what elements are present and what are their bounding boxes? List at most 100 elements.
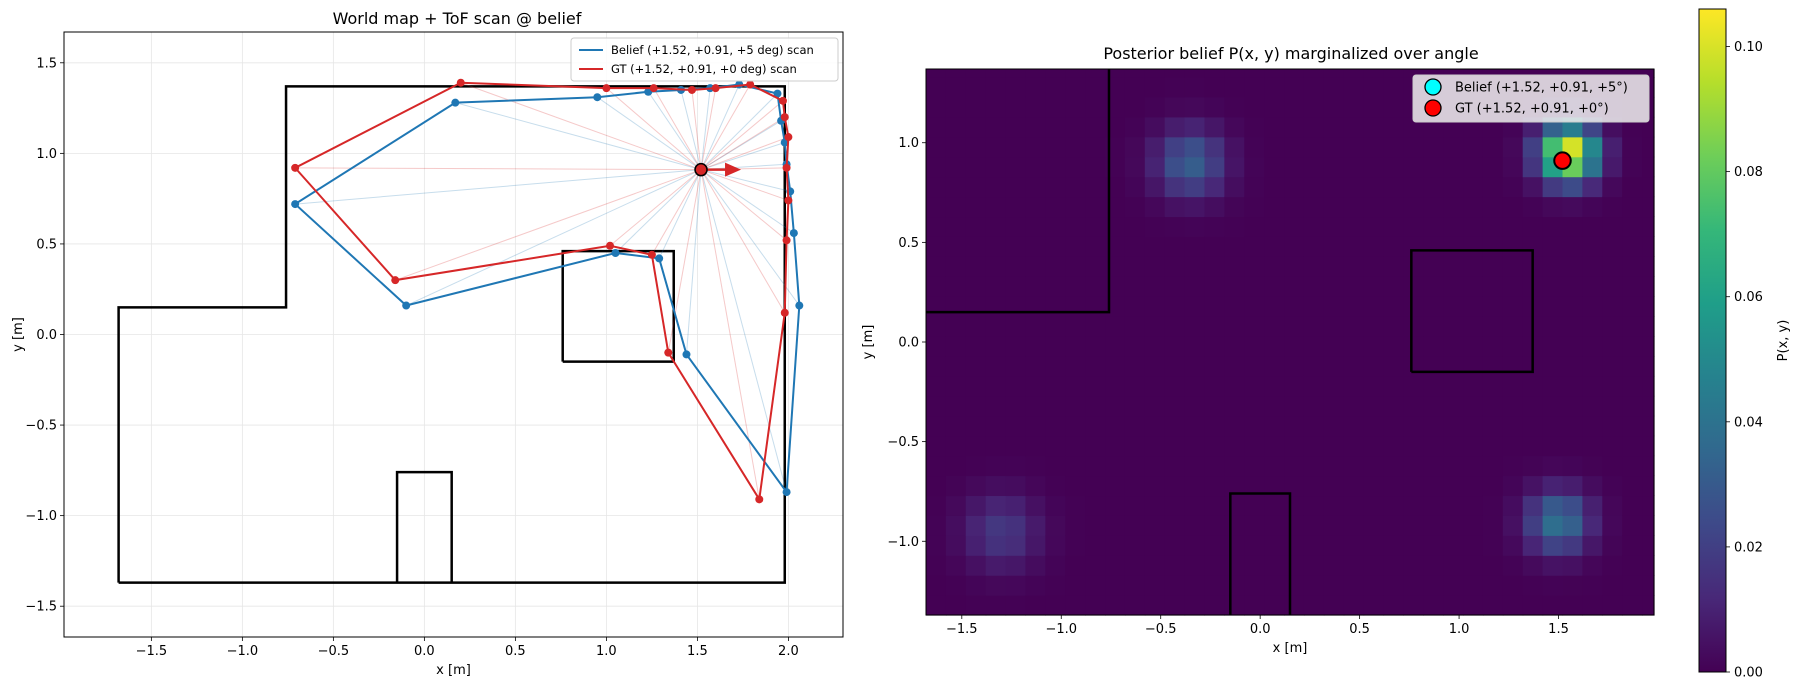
heat-cell (1124, 415, 1146, 437)
heat-cell (1005, 595, 1027, 616)
heat-cell (1383, 336, 1404, 357)
heat-cell (945, 375, 967, 397)
heat-cell (1482, 515, 1504, 536)
heat-cell (1184, 595, 1206, 616)
x-tick-label: 0.0 (1250, 622, 1271, 637)
heat-cell (1025, 535, 1046, 556)
scan-point (784, 196, 793, 205)
heat-cell (1323, 236, 1345, 257)
heat-cell (926, 395, 947, 417)
heat-cell (985, 156, 1007, 178)
heat-cell (1085, 575, 1106, 596)
heat-cell (1065, 216, 1086, 237)
scan-ray (700, 169, 787, 241)
heat-cell (1363, 196, 1385, 218)
x-tick-label: 0.5 (1349, 622, 1370, 637)
heat-cell (1363, 355, 1385, 377)
heat-cell (1184, 296, 1206, 317)
y-tick-label: 0.0 (898, 336, 919, 351)
heat-cell (1383, 96, 1404, 118)
heat-cell (1582, 395, 1603, 417)
y-axis-label: y [m] (11, 317, 26, 352)
heat-cell (1463, 475, 1484, 497)
heat-cell (1562, 276, 1583, 297)
heat-cell (1065, 435, 1086, 457)
heat-cell (1423, 196, 1444, 218)
heat-cell (1284, 136, 1305, 158)
heat-cell (1403, 316, 1424, 337)
heat-cell (1522, 156, 1544, 178)
scan-point (647, 250, 656, 259)
heat-cell (1343, 595, 1365, 616)
heat-cell (1482, 336, 1504, 357)
heat-cell (985, 435, 1007, 457)
heat-cell (1323, 415, 1345, 437)
heat-cell (926, 455, 947, 477)
heat-cell (1204, 316, 1225, 337)
heat-cell (1642, 136, 1655, 158)
heat-cell (1144, 435, 1166, 457)
heat-cell (1303, 96, 1325, 118)
heat-cell (1423, 435, 1444, 457)
heat-cell (1403, 495, 1424, 516)
heat-cell (1343, 475, 1365, 497)
heat-cell (1224, 69, 1245, 78)
scan-point (784, 133, 793, 142)
heat-cell (1463, 216, 1484, 237)
heat-cell (945, 136, 967, 158)
heat-cell (1204, 575, 1225, 596)
heat-cell (1482, 355, 1504, 377)
heat-cell (1204, 355, 1225, 377)
heat-cell (1562, 395, 1583, 417)
colorbar-ticks: 0.00 0.02 0.04 0.06 0.08 0.10 (1726, 40, 1763, 681)
heat-cell (1562, 196, 1583, 218)
heat-cell (1343, 96, 1365, 118)
heat-cell (1184, 336, 1206, 357)
heat-cell (1005, 176, 1027, 198)
heat-cell (1323, 495, 1345, 516)
heat-cell (1164, 156, 1186, 178)
heat-cell (1184, 355, 1206, 377)
heat-cell (1602, 475, 1623, 497)
heat-cell (1244, 196, 1265, 218)
heat-cell (985, 216, 1007, 237)
heat-cell (1482, 136, 1504, 158)
heat-cell (1105, 535, 1126, 556)
heat-cell (926, 136, 947, 158)
heat-cell (1065, 276, 1086, 297)
heat-cell (1164, 136, 1186, 158)
legend: Belief (+1.52, +0.91, +5 deg) scan GT (+… (570, 37, 839, 82)
heat-cell (1045, 256, 1066, 277)
heat-cell (1463, 375, 1484, 397)
heat-cell (965, 575, 987, 596)
heat-cell (1005, 535, 1027, 556)
heat-cell (1423, 176, 1444, 198)
colorbar-tick-label: 0.04 (1734, 415, 1763, 430)
pose-markers (1553, 151, 1572, 170)
heat-cell (1642, 495, 1655, 516)
scan-point (746, 80, 755, 89)
heat-cell (985, 495, 1007, 516)
scan-point (711, 84, 720, 93)
heat-cell (1144, 475, 1166, 497)
heat-cell (1482, 316, 1504, 337)
heat-cell (1463, 515, 1484, 536)
heat-cell (1642, 555, 1655, 576)
heat-cell (1363, 296, 1385, 317)
heat-cell (1522, 176, 1544, 198)
heat-cell (1224, 355, 1245, 377)
heat-cell (1622, 355, 1643, 377)
heat-cell (1482, 475, 1504, 497)
heat-cell (1562, 495, 1583, 516)
heat-cell (1204, 296, 1225, 317)
heat-cell (945, 216, 967, 237)
heat-cell (1642, 296, 1655, 317)
scan-ray (455, 102, 702, 171)
heat-cell (926, 375, 947, 397)
heat-cell (1144, 196, 1166, 218)
heat-cell (1204, 395, 1225, 417)
heat-cell (1124, 96, 1146, 118)
heat-cell (1264, 156, 1285, 178)
heat-cell (1582, 236, 1603, 257)
heat-cell (1423, 395, 1444, 417)
